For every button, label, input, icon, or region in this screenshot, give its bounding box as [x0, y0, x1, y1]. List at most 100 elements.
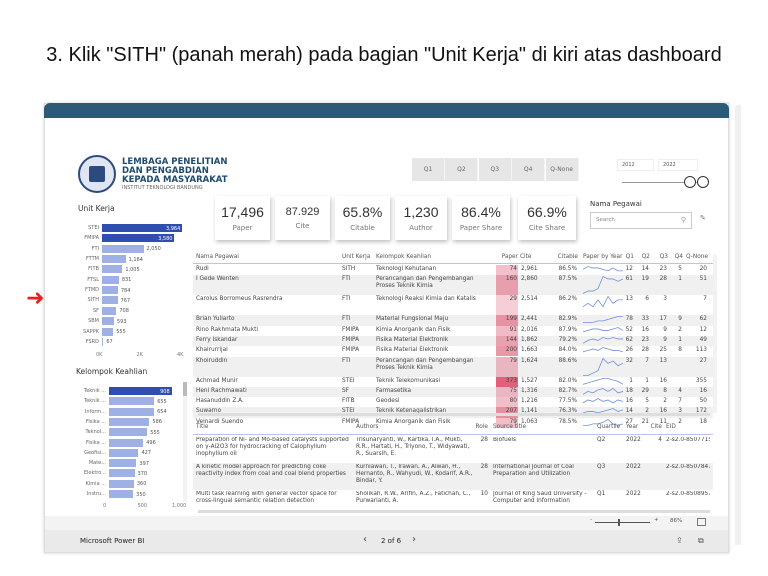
year-slider-track[interactable]	[622, 182, 697, 183]
bar-fisika[interactable]	[109, 417, 150, 426]
bar-fti[interactable]	[102, 244, 144, 253]
paper-title[interactable]: Preparation of Ni- and Mo-based catalyst…	[196, 437, 349, 457]
employee-name[interactable]: I Gede Wenten	[196, 276, 239, 283]
bar-label-teknik[interactable]: Teknik ...	[84, 388, 106, 394]
zoom-out-button[interactable]: -	[590, 517, 592, 523]
bar-label-ftmd[interactable]: FTMD	[84, 287, 99, 294]
bar-label-fti[interactable]: FTI	[91, 245, 99, 252]
bar-label-teknik[interactable]: Teknik ...	[84, 398, 106, 405]
bar-label-stei[interactable]: STEI	[88, 225, 99, 231]
paper-column-header-eid[interactable]: EID	[666, 424, 676, 430]
paper-title[interactable]: A kinetic model approach for predicting …	[196, 464, 346, 477]
employee-name[interactable]: Hasanuddin Z.A.	[196, 398, 244, 405]
employee-name[interactable]: Rino Rakhmata Mukti	[196, 326, 258, 333]
quartile-filter-q4[interactable]: Q4	[512, 158, 546, 181]
bar-label-sf[interactable]: SF	[92, 307, 99, 314]
bar-label-inform[interactable]: Inform...	[84, 408, 106, 415]
paper-column-header-role[interactable]: Role	[475, 424, 489, 430]
next-page-button[interactable]: ›	[412, 534, 416, 545]
bar-label-ftsl[interactable]: FTSL	[87, 276, 99, 283]
kelompok-scrollbar[interactable]	[183, 382, 187, 502]
bar-mate[interactable]	[109, 459, 137, 468]
employee-name[interactable]: Khoiruddin	[196, 357, 228, 364]
bar-teknol[interactable]	[109, 428, 148, 437]
zoom-slider[interactable]	[595, 522, 650, 523]
employee-name[interactable]: Achmad Munir	[196, 377, 238, 384]
bar-elektro[interactable]	[109, 469, 135, 478]
column-header-citable[interactable]: Citable	[557, 254, 578, 260]
bar-kimia[interactable]	[109, 479, 134, 488]
employee-table-hscrollbar[interactable]	[198, 413, 710, 416]
bar-label-fttm[interactable]: FTTM	[85, 256, 99, 263]
column-header-q1[interactable]: Q1	[625, 254, 634, 260]
paper-column-header-quartile[interactable]: Quartile	[597, 424, 621, 430]
employee-name[interactable]: Ferry Iskandar	[196, 336, 238, 343]
bar-stei[interactable]	[102, 224, 183, 232]
bar-label-teknol[interactable]: Teknol...	[85, 429, 106, 436]
bar-sappk[interactable]	[102, 327, 114, 336]
employee-name[interactable]: Suwarno	[196, 408, 222, 415]
paper-column-header-title[interactable]: Title	[196, 424, 209, 430]
year-from-input[interactable]: 2012	[617, 159, 654, 171]
bar-sbm[interactable]	[102, 317, 114, 326]
zoom-in-button[interactable]: +	[654, 517, 659, 523]
fullscreen-icon[interactable]: ⧉	[698, 536, 704, 545]
bar-sith[interactable]	[102, 296, 118, 305]
paper-table-hscrollbar[interactable]	[198, 510, 710, 513]
column-header-paper-by-year[interactable]: Paper by Year	[583, 254, 623, 260]
quartile-filter-q3[interactable]: Q3	[478, 158, 512, 181]
year-slider-handle-start[interactable]	[684, 176, 696, 188]
employee-name[interactable]: Khairurrijal	[196, 347, 228, 354]
bar-fttm[interactable]	[102, 255, 126, 264]
quartile-filter-q1[interactable]: Q1	[412, 158, 445, 181]
bar-label-sbm[interactable]: SBM	[88, 318, 99, 325]
employee-search-input[interactable]: Search ⚲	[590, 212, 692, 229]
quartile-filter-q2[interactable]: Q2	[445, 158, 479, 181]
eraser-icon[interactable]: ✎	[700, 214, 706, 222]
share-icon[interactable]: ⇪	[676, 536, 683, 545]
bar-inform[interactable]	[109, 407, 155, 416]
bar-instru[interactable]	[109, 490, 134, 498]
column-header-q4[interactable]: Q4	[674, 254, 683, 260]
fit-to-page-icon[interactable]	[697, 518, 706, 526]
bar-label-fmipa[interactable]: FMIPA	[84, 235, 99, 242]
bar-ftsl[interactable]	[102, 275, 119, 284]
column-header-nama-pegawai[interactable]: Nama Pegawai	[196, 254, 239, 260]
paper-title[interactable]: Multi task learning with general vector …	[196, 491, 337, 504]
bar-label-kimia[interactable]: Kimia ...	[85, 480, 106, 487]
year-slider-handle-end[interactable]	[697, 176, 709, 188]
bar-label-fisika[interactable]: Fisika ...	[85, 418, 106, 425]
column-header-q-none[interactable]: Q-None	[686, 254, 708, 260]
page-scrollbar[interactable]	[735, 105, 741, 545]
bar-label-instru[interactable]: Instru...	[86, 491, 106, 497]
column-header-paper[interactable]: Paper	[501, 254, 518, 260]
column-header-kelompok-keahlian[interactable]: Kelompok Keahlian	[376, 254, 432, 260]
paper-column-header-cite[interactable]: Cite	[650, 424, 663, 430]
bar-label-sappk[interactable]: SAPPK	[83, 328, 99, 335]
bar-sf[interactable]	[102, 306, 117, 315]
prev-page-button[interactable]: ‹	[363, 534, 367, 545]
paper-column-header-year[interactable]: Year	[626, 424, 639, 430]
employee-name[interactable]: Rudi	[196, 266, 209, 272]
paper-column-header-source-title[interactable]: Source title	[493, 424, 527, 430]
employee-name[interactable]: Heni Rachmawati	[196, 387, 247, 394]
employee-table-scrollbar[interactable]	[713, 255, 717, 413]
column-header-unit-kerja[interactable]: Unit Kerja	[342, 254, 371, 260]
zoom-slider-thumb[interactable]	[618, 519, 620, 526]
bar-teknik[interactable]	[109, 387, 172, 395]
year-to-input[interactable]: 2022	[658, 159, 698, 171]
employee-name[interactable]: Veinardi Suendo	[196, 418, 244, 425]
bar-label-fitb[interactable]: FITB	[88, 266, 99, 273]
bar-label-fsrd[interactable]: FSRD	[85, 338, 99, 345]
bar-label-fisika[interactable]: Fisika ...	[85, 439, 106, 446]
column-header-cite[interactable]: Cite	[520, 254, 532, 260]
employee-name[interactable]: Brian Yuliarto	[196, 316, 235, 323]
bar-label-sith[interactable]: SITH	[87, 297, 99, 304]
bar-label-elektro[interactable]: Elektro...	[83, 470, 106, 477]
column-header-q2[interactable]: Q2	[641, 254, 650, 260]
bar-fisika[interactable]	[109, 438, 144, 447]
bar-fitb[interactable]	[102, 265, 123, 274]
paper-column-header-authors[interactable]: Authors	[356, 424, 379, 430]
bar-label-geofisi[interactable]: Geofisi...	[84, 449, 106, 456]
bar-label-mate[interactable]: Mate...	[88, 460, 106, 467]
